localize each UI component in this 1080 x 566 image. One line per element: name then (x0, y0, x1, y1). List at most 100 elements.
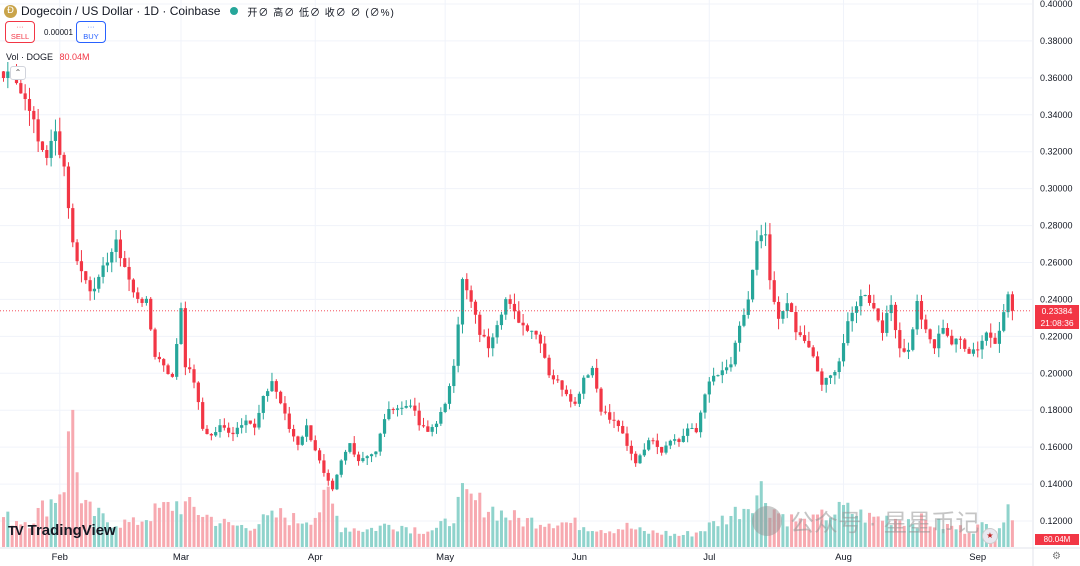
volume-bar (14, 521, 18, 547)
volume-bar (703, 531, 707, 547)
candle-body (49, 140, 53, 158)
candle-body (915, 301, 919, 330)
candle-body (577, 393, 581, 404)
candle-body (963, 339, 967, 349)
volume-bar (400, 525, 404, 547)
candle-body (292, 428, 296, 437)
x-tick-label: Mar (173, 552, 189, 563)
candle-body (244, 420, 248, 426)
x-tick-label: Apr (308, 552, 323, 563)
candle-body (317, 450, 322, 461)
volume-bar (681, 534, 685, 547)
candle-body (759, 235, 763, 242)
wechat-icon (752, 505, 782, 536)
volume-bar (101, 513, 105, 547)
y-tick-label: 0.40000 (1040, 0, 1073, 9)
candle-body (209, 434, 213, 436)
volume-bar (837, 501, 841, 547)
candle-body (105, 262, 110, 266)
candle-body (469, 290, 473, 302)
candle-body (101, 265, 105, 277)
candle-body (421, 425, 426, 427)
volume-bar (937, 518, 941, 547)
candle-body (746, 299, 750, 315)
volume-bar (647, 533, 651, 547)
candle-body (266, 391, 270, 397)
candle-body (218, 425, 222, 433)
volume-bar (746, 509, 750, 547)
volume-bar (954, 529, 958, 547)
candle-body (893, 304, 898, 331)
candle-body (599, 388, 603, 412)
volume-bar (941, 529, 945, 547)
volume-bar (426, 531, 430, 547)
candle-body (508, 299, 512, 304)
volume-bar (876, 516, 880, 547)
candle-body (274, 381, 278, 392)
volume-bar (370, 527, 374, 547)
candle-body (785, 303, 789, 312)
candle-body (976, 349, 980, 351)
candle-body (40, 141, 45, 151)
buy-price-dots: ··· (87, 24, 95, 31)
volume-bar (824, 520, 828, 547)
candle-body (738, 325, 742, 343)
candle-body (833, 372, 837, 376)
volume-bar (417, 533, 421, 547)
us-flag-icon[interactable]: ★ (982, 528, 998, 544)
volume-bar (512, 510, 516, 547)
sell-label: SELL (10, 32, 30, 41)
volume-legend[interactable]: Vol · DOGE 80.04M (6, 52, 90, 62)
sell-button[interactable]: ··· SELL (5, 21, 35, 43)
volume-bar (690, 536, 694, 547)
candle-body (647, 440, 651, 450)
candle-body (478, 314, 482, 335)
volume-bar (391, 529, 395, 547)
volume-bar (855, 515, 859, 547)
buy-button[interactable]: ··· BUY (76, 21, 106, 43)
candle-body (192, 369, 196, 383)
candle-body (876, 308, 880, 321)
candle-body (374, 451, 378, 455)
symbol-title[interactable]: Dogecoin / US Dollar · 1D · Coinbase (21, 4, 221, 18)
candle-body (543, 343, 547, 358)
volume-bar (413, 527, 417, 547)
candle-body (1006, 294, 1010, 313)
volume-bar (807, 529, 811, 547)
volume-bar (222, 518, 226, 547)
volume-bar (491, 506, 495, 547)
candle-body (712, 375, 716, 382)
settings-gear-icon[interactable]: ⚙ (1052, 551, 1061, 562)
candle-body (937, 333, 941, 349)
candle-body (123, 258, 127, 267)
candle-body (97, 276, 101, 289)
volume-bar (326, 486, 330, 547)
volume-bar (257, 524, 261, 547)
candle-body (149, 298, 153, 330)
candle-body (664, 445, 668, 453)
volume-bar (816, 514, 820, 547)
volume-bar (915, 528, 919, 547)
candle-body (980, 340, 984, 350)
volume-bar (556, 525, 560, 547)
volume-bar (1010, 520, 1014, 547)
candle-body (971, 349, 976, 354)
candle-body (776, 301, 781, 319)
tradingview-logo[interactable]: TV TradingView (8, 522, 116, 539)
volume-bar (863, 522, 867, 547)
volume-bar (902, 525, 906, 547)
volume-bar (88, 501, 92, 547)
candle-body (179, 308, 183, 345)
y-tick-label: 0.36000 (1040, 73, 1073, 83)
volume-bar (547, 523, 551, 547)
x-tick-label: Jun (572, 552, 587, 563)
volume-bar (92, 516, 96, 547)
volume-bar (240, 524, 244, 547)
symbol-header[interactable]: Ð Dogecoin / US Dollar · 1D · Coinbase 开… (4, 3, 395, 19)
candle-body (707, 381, 711, 395)
watermark-text: 公众号 · 星星币记 (790, 510, 980, 537)
volume-bar (811, 514, 815, 547)
candle-body (668, 440, 672, 446)
collapse-legend-button[interactable]: ⌃ (10, 66, 26, 80)
